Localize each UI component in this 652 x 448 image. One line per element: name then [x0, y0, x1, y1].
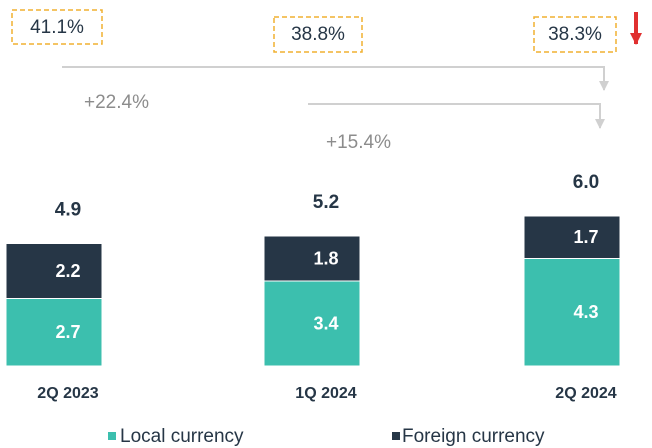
legend-swatch — [108, 432, 116, 440]
total-label: 4.9 — [55, 200, 81, 221]
segment-label: 1.7 — [573, 227, 598, 247]
share-box — [11, 9, 103, 45]
bar-segment — [263, 235, 361, 282]
legend-swatch — [392, 432, 400, 440]
total-label: 6.0 — [573, 172, 599, 193]
total-label: 5.2 — [313, 192, 339, 213]
share-box — [533, 16, 617, 53]
share-label: 41.1% — [30, 17, 84, 38]
share-label: 38.3% — [548, 24, 602, 45]
growth-label: +15.4% — [326, 132, 391, 153]
segment-label: 2.7 — [55, 322, 80, 342]
segment-label: 2.2 — [55, 261, 80, 281]
bar-segment — [263, 280, 361, 367]
category-label: 1Q 2024 — [295, 385, 356, 402]
growth-arrows: +22.4% +15.4% — [62, 66, 609, 153]
bar-segment — [523, 258, 621, 367]
legend-label: Local currency — [120, 426, 244, 447]
segment-label: 1.8 — [313, 248, 338, 268]
growth-arrow — [62, 66, 609, 91]
bar-segment — [523, 215, 621, 259]
category-label: 2Q 2024 — [555, 385, 616, 402]
share-box — [273, 16, 363, 53]
share-label: 38.8% — [291, 24, 345, 45]
growth-label: +22.4% — [84, 92, 149, 113]
growth-arrow — [308, 103, 605, 129]
legend-label: Foreign currency — [402, 426, 545, 447]
share-boxes: 41.1% 38.8% 38.3% — [11, 9, 642, 53]
bar-segment — [5, 298, 103, 367]
segment-label: 3.4 — [313, 313, 338, 333]
segment-label: 4.3 — [573, 302, 598, 322]
bar-segment — [5, 243, 103, 299]
category-label: 2Q 2023 — [37, 385, 98, 402]
